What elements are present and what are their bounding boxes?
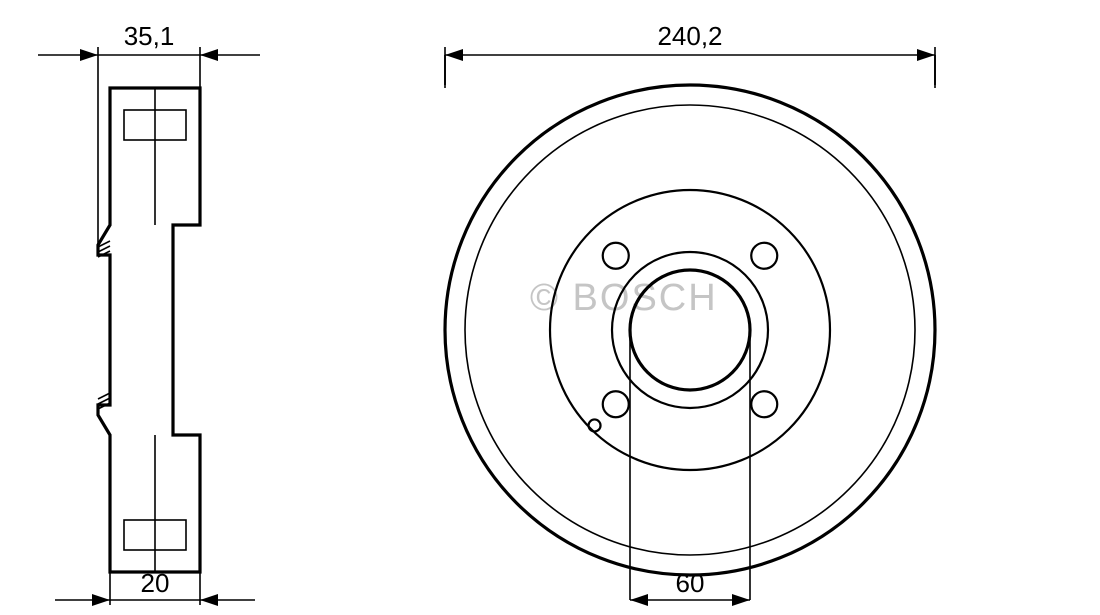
dim-outer-diameter: 240,2 xyxy=(657,21,722,51)
side-view xyxy=(98,88,200,572)
dim-overall-width: 35,1 xyxy=(124,21,175,51)
dim-thickness: 20 xyxy=(141,568,170,598)
technical-drawing: © BOSCH 240,26035,120 xyxy=(0,0,1100,615)
dim-hub-diameter: 60 xyxy=(676,568,705,598)
front-view xyxy=(445,85,935,575)
